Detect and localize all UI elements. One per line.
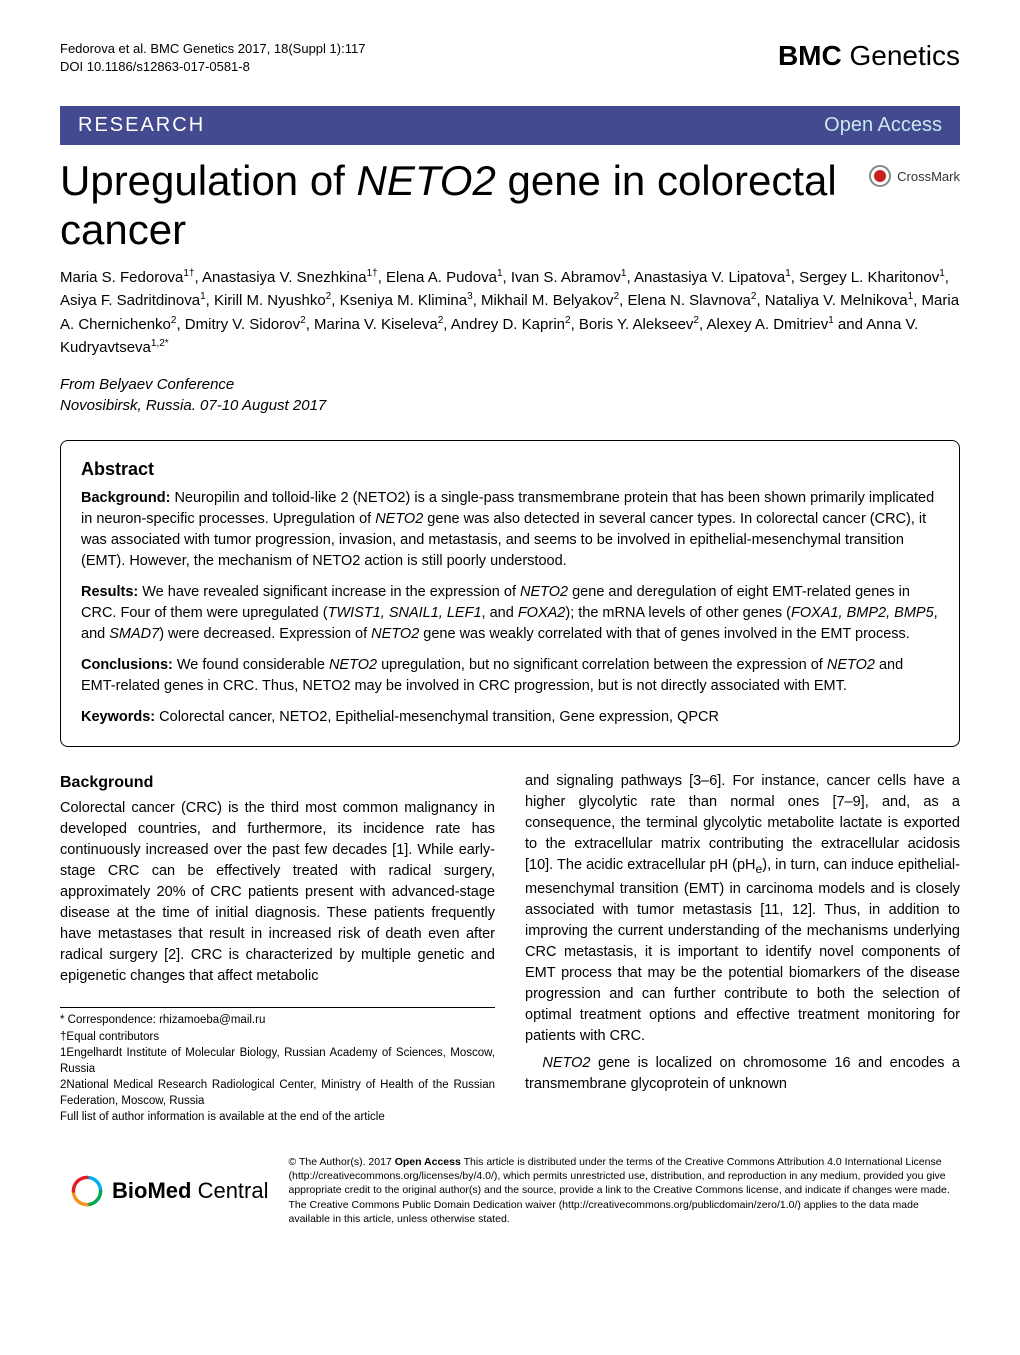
abstract-box: Abstract Background: Neuropilin and toll… xyxy=(60,440,960,747)
conference-from: From xyxy=(60,376,95,393)
crossmark-inner-dot xyxy=(874,170,886,182)
crossmark-icon xyxy=(869,165,891,187)
footnote-equal: †Equal contributors xyxy=(60,1029,495,1045)
footnote-correspondence: * Correspondence: rhizamoeba@mail.ru xyxy=(60,1012,495,1028)
background-heading: Background xyxy=(60,771,495,794)
journal-bold: BMC xyxy=(778,40,842,71)
authors: Maria S. Fedorova1†, Anastasiya V. Snezh… xyxy=(60,266,960,360)
abstract-section: Background: Neuropilin and tolloid-like … xyxy=(81,488,939,572)
journal-brand: BMC Genetics xyxy=(778,40,960,72)
bmc-logo-bold: BioMed xyxy=(112,1178,191,1203)
conference-info: From Belyaev Conference Novosibirsk, Rus… xyxy=(60,374,960,416)
footnote-affil2: 2National Medical Research Radiological … xyxy=(60,1077,495,1109)
conference-name: Belyaev Conference xyxy=(99,376,234,393)
footnote-affil1: 1Engelhardt Institute of Molecular Biolo… xyxy=(60,1045,495,1077)
citation-line2: DOI 10.1186/s12863-017-0581-8 xyxy=(60,58,365,76)
conference-location: Novosibirsk, Russia. 07-10 August 2017 xyxy=(60,397,326,414)
citation-line1: Fedorova et al. BMC Genetics 2017, 18(Su… xyxy=(60,40,365,58)
citation: Fedorova et al. BMC Genetics 2017, 18(Su… xyxy=(60,40,365,76)
body-columns: Background Colorectal cancer (CRC) is th… xyxy=(60,771,960,1125)
journal-rest: Genetics xyxy=(842,40,960,71)
right-column: and signaling pathways [3–6]. For instan… xyxy=(525,771,960,1125)
crossmark-label: CrossMark xyxy=(897,169,960,184)
article-type-banner: RESEARCH Open Access xyxy=(60,106,960,145)
abstract-heading: Abstract xyxy=(81,459,939,480)
right-paragraph1: and signaling pathways [3–6]. For instan… xyxy=(525,771,960,1047)
crossmark-badge[interactable]: CrossMark xyxy=(869,165,960,187)
title-gene: NETO2 xyxy=(357,157,496,204)
banner-left: RESEARCH xyxy=(78,114,205,137)
abstract-section: Keywords: Colorectal cancer, NETO2, Epit… xyxy=(81,707,939,728)
right-paragraph2: NETO2 gene is localized on chromosome 16… xyxy=(525,1053,960,1095)
bmc-logo-rest: Central xyxy=(191,1178,268,1203)
footnotes: * Correspondence: rhizamoeba@mail.ru †Eq… xyxy=(60,1007,495,1125)
footer: BioMed Central © The Author(s). 2017 Ope… xyxy=(60,1155,960,1226)
footnote-fulllist: Full list of author information is avail… xyxy=(60,1109,495,1125)
banner-right: Open Access xyxy=(824,114,942,137)
bmc-logo-text: BioMed Central xyxy=(112,1178,269,1204)
left-paragraph: Colorectal cancer (CRC) is the third mos… xyxy=(60,798,495,987)
license-text: © The Author(s). 2017 Open Access This a… xyxy=(289,1155,951,1226)
article-title: Upregulation of NETO2 gene in colorectal… xyxy=(60,157,869,254)
left-column: Background Colorectal cancer (CRC) is th… xyxy=(60,771,495,1125)
abstract-section: Conclusions: We found considerable NETO2… xyxy=(81,655,939,697)
title-pre: Upregulation of xyxy=(60,157,357,204)
bmc-swirl-icon xyxy=(70,1174,104,1208)
header: Fedorova et al. BMC Genetics 2017, 18(Su… xyxy=(60,40,960,76)
abstract-section: Results: We have revealed significant in… xyxy=(81,582,939,645)
biomed-central-logo: BioMed Central xyxy=(70,1174,269,1208)
